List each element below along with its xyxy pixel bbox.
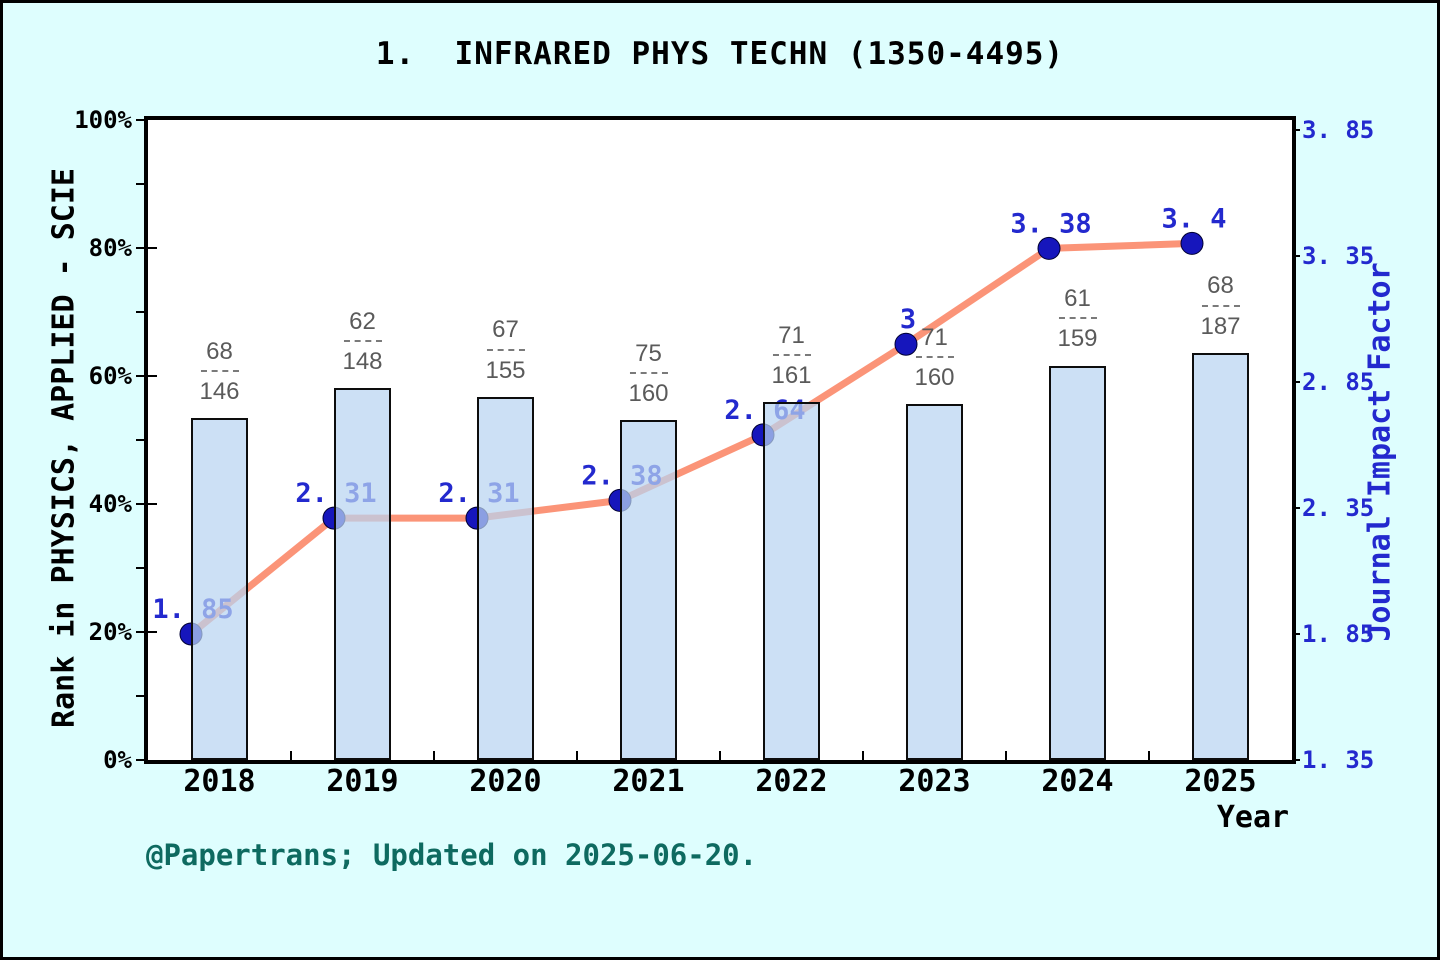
impact-factor-value-label: 1. 85 <box>152 594 233 625</box>
impact-factor-line-layer: 1. 85 2. 31 2. 31 2. 38 2. 64 3 3. 38 3. 4 <box>152 203 1227 646</box>
y-right-tick <box>1292 255 1300 257</box>
y-left-tick-label: 100% <box>74 106 132 134</box>
data-point-2025 <box>1180 231 1204 255</box>
data-point-2022 <box>751 423 775 447</box>
y-left-outer-tick <box>136 311 144 313</box>
y-right-tick-label: 1. 85 <box>1302 620 1375 648</box>
right-axis-title: Journal Impact Factor <box>1362 262 1398 642</box>
y-left-tick-label: 0% <box>103 746 132 774</box>
x-tick-label-2022: 2022 <box>755 764 828 799</box>
x-tick-label-2019: 2019 <box>326 764 399 799</box>
y-left-outer-tick <box>136 247 144 249</box>
impact-factor-value-label: 2. 64 <box>724 395 805 426</box>
data-point-2019 <box>322 506 346 530</box>
y-right-tick-label: 3. 35 <box>1302 242 1375 270</box>
y-right-tick-label: 3. 85 <box>1302 116 1375 144</box>
x-tick-label-2020: 2020 <box>469 764 542 799</box>
y-left-tick-label: 60% <box>88 362 132 390</box>
y-right-tick <box>1292 507 1300 509</box>
y-left-outer-tick <box>136 695 144 697</box>
x-tick-label-2024: 2024 <box>1041 764 1114 799</box>
y-right-tick <box>1292 633 1300 635</box>
y-left-outer-tick <box>136 567 144 569</box>
y-left-outer-tick <box>136 503 144 505</box>
data-point-2021 <box>608 488 632 512</box>
chart-title: 1. INFRARED PHYS TECHN (1350-4495) <box>375 36 1065 72</box>
data-point-2023 <box>894 332 918 356</box>
y-right-tick <box>1292 759 1300 761</box>
y-left-outer-tick <box>136 631 144 633</box>
impact-factor-value-label: 2. 31 <box>295 478 376 509</box>
y-left-tick-label: 80% <box>88 234 132 262</box>
x-tick-label-2018: 2018 <box>183 764 256 799</box>
y-left-outer-tick <box>136 119 144 121</box>
y-right-tick-label: 2. 35 <box>1302 494 1375 522</box>
plot-area: 1. 85 2. 31 2. 31 2. 38 2. 64 3 3. 38 3. 4 68 14… <box>144 116 1296 764</box>
impact-factor-value-label: 3. 38 <box>1010 208 1091 239</box>
x-tick-label-2021: 2021 <box>612 764 685 799</box>
impact-factor-value-label: 2. 31 <box>438 478 519 509</box>
y-left-outer-tick <box>136 183 144 185</box>
y-left-outer-tick <box>136 759 144 761</box>
y-right-tick-label: 1. 35 <box>1302 746 1375 774</box>
impact-factor-value-label: 3 <box>900 304 916 335</box>
y-left-outer-tick <box>136 375 144 377</box>
y-right-tick-label: 2. 85 <box>1302 368 1375 396</box>
y-left-tick-label: 20% <box>88 618 132 646</box>
y-left-outer-tick <box>136 439 144 441</box>
data-point-2024 <box>1037 236 1061 260</box>
data-point-2018 <box>179 622 203 646</box>
x-tick-label-2023: 2023 <box>898 764 971 799</box>
y-right-tick <box>1292 129 1300 131</box>
watermark-text: @Papertrans; Updated on 2025-06-20. <box>146 838 758 872</box>
x-axis-title: Year <box>1216 800 1290 835</box>
y-right-tick <box>1292 381 1300 383</box>
impact-factor-line <box>187 239 1196 638</box>
x-tick-label-2025: 2025 <box>1184 764 1257 799</box>
impact-factor-value-label: 3. 4 <box>1161 203 1226 234</box>
y-left-tick-label: 40% <box>88 490 132 518</box>
impact-factor-value-label: 2. 38 <box>581 460 662 491</box>
data-point-2020 <box>465 506 489 530</box>
